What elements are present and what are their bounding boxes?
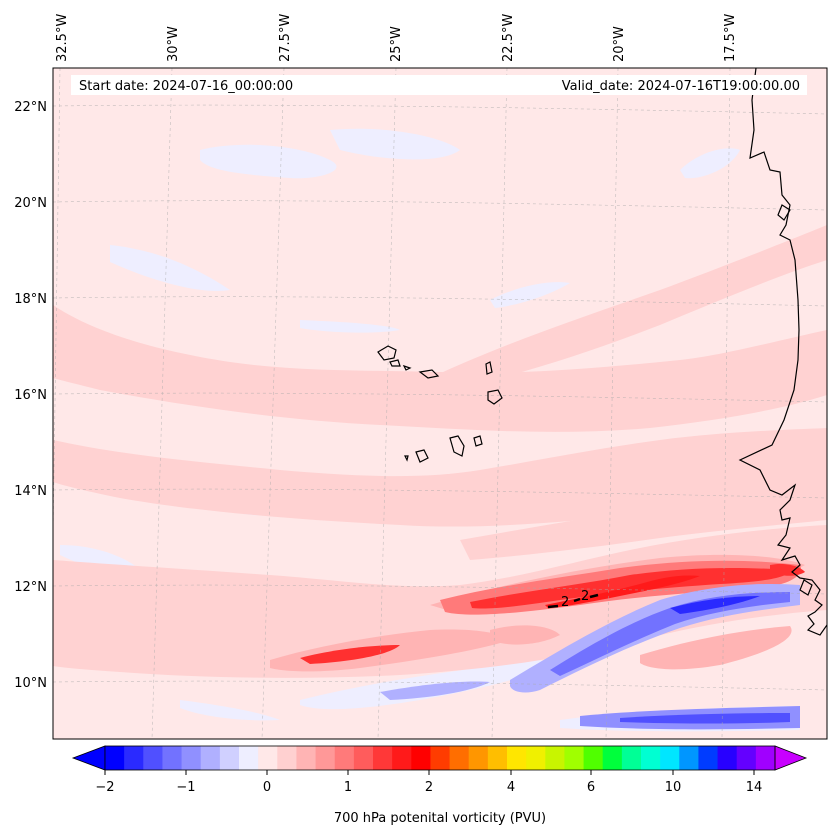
cb-tick-label-5: 4 xyxy=(507,780,515,795)
valid-date-label: Valid_date: 2024-07-16T19:00:00.00 xyxy=(562,79,800,94)
colorbar-cell xyxy=(602,746,623,770)
colorbar-cells xyxy=(105,746,776,770)
cb-tick-label-1: −1 xyxy=(176,780,195,795)
lon-label-32-5w: 32.5°W xyxy=(55,14,70,62)
pv-positive-high-streak xyxy=(300,560,805,664)
gridline-lon-30w xyxy=(151,68,173,739)
colorbar-cell xyxy=(105,746,125,770)
pv-contour-2: 2 2 xyxy=(547,589,599,610)
lon-label-22-5w: 22.5°W xyxy=(501,14,516,62)
cb-tick-label-6: 6 xyxy=(587,780,595,795)
lon-label-25w: 25°W xyxy=(389,26,404,62)
colorbar-cell xyxy=(736,746,757,770)
latitude-labels: 22°N 20°N 18°N 16°N 14°N 12°N 10°N xyxy=(14,100,47,691)
colorbar-cell xyxy=(411,746,431,770)
colorbar-cell xyxy=(296,746,317,770)
map-frame xyxy=(52,67,828,740)
colorbar-ticks xyxy=(104,770,755,775)
colorbar-cell xyxy=(258,746,278,770)
lat-label-20n: 20°N xyxy=(14,196,47,211)
gridline-lat-18n xyxy=(53,296,827,307)
lat-label-16n: 16°N xyxy=(14,388,47,403)
gridline-lat-20n xyxy=(53,200,827,211)
contour-label-2: 2 xyxy=(581,589,589,604)
colorbar-label: 700 hPa potenital vorticity (PVU) xyxy=(334,811,546,826)
lon-label-17-5w: 17.5°W xyxy=(723,14,738,62)
lat-label-22n: 22°N xyxy=(14,100,47,115)
colorbar-under-arrow xyxy=(71,745,106,771)
colorbar-cell xyxy=(526,746,546,770)
gridline-lon-20w xyxy=(605,68,619,739)
longitude-labels: 32.5°W 30°W 27.5°W 25°W 22.5°W 20°W 17.5… xyxy=(55,14,738,62)
colorbar-cell xyxy=(239,746,259,770)
colorbar-cell xyxy=(487,746,508,770)
colorbar-cell xyxy=(219,746,240,770)
lat-label-12n: 12°N xyxy=(14,580,47,595)
colorbar-cell xyxy=(679,746,699,770)
lon-label-27-5w: 27.5°W xyxy=(278,14,293,62)
gridline-lat-12n xyxy=(53,584,827,595)
colorbar-cell xyxy=(698,746,719,770)
colorbar-cell xyxy=(124,746,144,770)
cb-tick-label-2: 0 xyxy=(263,780,271,795)
colorbar-cell xyxy=(315,746,336,770)
africa-coastline xyxy=(738,68,827,636)
colorbar-tick-labels: −2 −1 0 1 2 4 6 10 14 xyxy=(95,780,762,795)
cb-tick-label-8: 14 xyxy=(746,780,763,795)
gridline-lon-17-5w xyxy=(721,68,731,739)
gridlines xyxy=(53,68,827,739)
colorbar-cell xyxy=(755,746,776,770)
coastlines xyxy=(738,68,827,636)
header-box xyxy=(71,75,807,95)
colorbar-cell xyxy=(545,746,565,770)
colorbar-cell xyxy=(353,746,374,770)
gridline-lat-14n xyxy=(53,488,827,499)
cb-tick-label-4: 2 xyxy=(425,780,433,795)
gridline-lat-16n xyxy=(53,392,827,403)
colorbar-cell xyxy=(277,746,297,770)
colorbar-cell xyxy=(373,746,393,770)
cb-tick-label-0: −2 xyxy=(95,780,114,795)
colorbar-cell xyxy=(143,746,163,770)
cape-verde-islands xyxy=(377,345,503,463)
cb-tick-label-3: 1 xyxy=(344,780,352,795)
gridline-lon-25w xyxy=(377,68,397,739)
colorbar-cell xyxy=(717,746,738,770)
lon-label-20w: 20°W xyxy=(612,26,627,62)
pv-negative-blue-bands xyxy=(380,583,800,730)
lon-label-30w: 30°W xyxy=(166,26,181,62)
gridline-lon-22-5w xyxy=(491,68,508,739)
colorbar-frame xyxy=(104,745,776,771)
colorbar-cell xyxy=(468,746,489,770)
gridline-lat-22n xyxy=(53,104,827,115)
contour-label-1: 2 xyxy=(561,595,569,610)
colorbar-cell xyxy=(162,746,183,770)
gridline-lon-27-5w xyxy=(261,68,285,739)
colorbar-over-arrow xyxy=(774,745,808,771)
colorbar-cell xyxy=(181,746,202,770)
lat-label-10n: 10°N xyxy=(14,676,47,691)
colorbar-cell xyxy=(564,746,585,770)
colorbar-cell xyxy=(641,746,661,770)
colorbar-cell xyxy=(507,746,527,770)
gridline-lat-10n xyxy=(53,680,827,691)
colorbar-cell xyxy=(200,746,221,770)
lat-label-14n: 14°N xyxy=(14,484,47,499)
colorbar-cell xyxy=(334,746,355,770)
colorbar-cell xyxy=(583,746,604,770)
map-panel: 2 2 xyxy=(53,68,827,739)
colorbar: −2 −1 0 1 2 4 6 10 14 700 hPa potenital … xyxy=(71,745,808,826)
cb-tick-label-7: 10 xyxy=(665,780,682,795)
start-date-label: Start date: 2024-07-16_00:00:00 xyxy=(79,79,293,94)
colorbar-cell xyxy=(621,746,642,770)
colorbar-cell xyxy=(449,746,470,770)
colorbar-cell xyxy=(392,746,412,770)
colorbar-cell xyxy=(660,746,680,770)
colorbar-cell xyxy=(430,746,451,770)
lat-label-18n: 18°N xyxy=(14,292,47,307)
